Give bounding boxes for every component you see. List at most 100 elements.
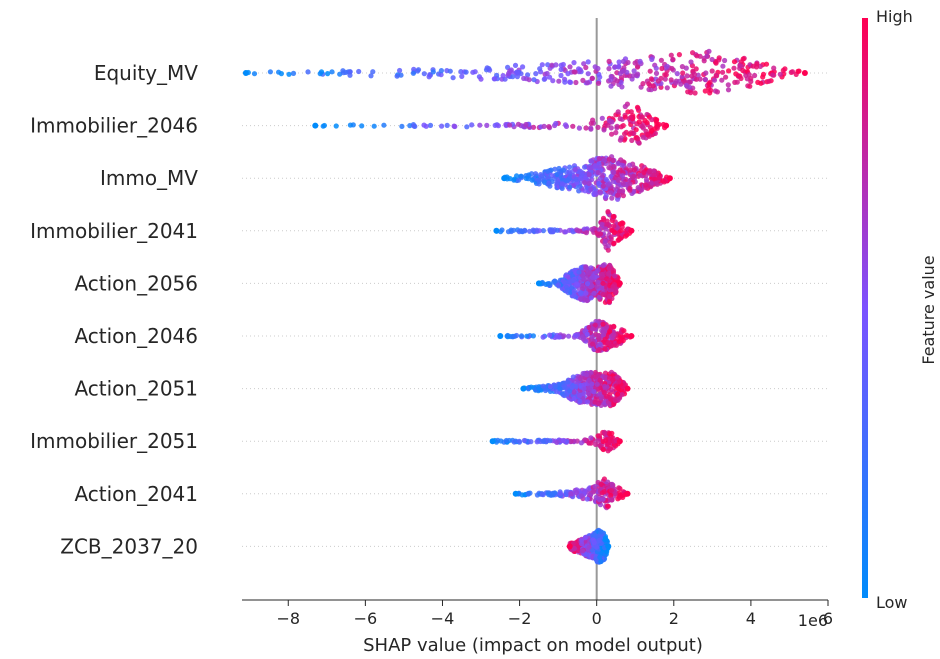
shap-point — [561, 279, 567, 285]
shap-point — [572, 383, 579, 389]
shap-point — [596, 156, 602, 162]
shap-point — [538, 172, 544, 178]
shap-point — [595, 80, 602, 86]
shap-point — [632, 60, 638, 66]
shap-point — [673, 80, 679, 86]
shap-point — [625, 59, 631, 66]
shap-point — [478, 76, 484, 82]
shap-point — [572, 166, 578, 173]
shap-point — [597, 74, 603, 80]
shap-point — [631, 188, 637, 194]
feature-label: Action_2056 — [74, 271, 198, 295]
shap-point — [610, 213, 617, 220]
shap-point — [347, 122, 353, 128]
shap-point — [618, 492, 624, 498]
shap-point — [683, 65, 689, 71]
shap-point — [588, 435, 594, 441]
shap-point — [583, 290, 589, 296]
shap-point — [609, 195, 615, 201]
shap-point — [600, 446, 607, 453]
shap-point — [544, 70, 550, 77]
shap-point — [584, 281, 591, 287]
shap-point — [620, 193, 627, 199]
shap-point — [653, 65, 659, 71]
shap-point — [542, 75, 548, 82]
shap-point — [612, 273, 618, 279]
shap-point — [320, 123, 326, 129]
shap-point — [611, 164, 617, 170]
shap-point — [566, 543, 573, 550]
shap-point — [576, 66, 582, 72]
shap-point — [554, 227, 561, 233]
shap-point — [278, 71, 284, 77]
shap-point — [537, 66, 543, 72]
shap-point — [601, 127, 607, 133]
shap-point — [722, 57, 728, 64]
shap-point — [586, 377, 592, 383]
shap-point — [619, 68, 625, 75]
shap-point — [592, 163, 598, 169]
shap-point — [450, 75, 456, 81]
shap-point — [571, 60, 577, 66]
shap-point — [658, 57, 665, 63]
shap-point — [740, 67, 746, 74]
shap-point — [521, 437, 528, 444]
shap-point — [649, 117, 655, 123]
shap-point — [609, 131, 615, 137]
shap-point — [608, 83, 614, 89]
shap-point — [598, 529, 604, 535]
shap-point — [407, 123, 413, 129]
shap-point — [394, 73, 400, 79]
shap-point — [606, 277, 613, 284]
shap-point — [592, 483, 598, 489]
shap-point — [573, 79, 579, 86]
shap-point — [579, 170, 585, 176]
x-tick-label: −4 — [431, 609, 455, 628]
shap-point — [588, 369, 594, 376]
shap-point — [588, 265, 594, 271]
shap-point — [594, 544, 600, 550]
shap-point — [582, 488, 588, 494]
shap-point — [562, 79, 568, 85]
shap-point — [610, 284, 616, 290]
x-tick-label: 4 — [746, 609, 756, 628]
shap-point — [635, 136, 641, 142]
shap-point — [439, 123, 445, 129]
shap-point — [577, 398, 583, 404]
shap-point — [559, 181, 565, 187]
shap-point — [484, 122, 490, 128]
shap-point — [666, 175, 673, 182]
shap-point — [602, 238, 608, 244]
shap-point — [596, 164, 603, 170]
shap-point — [577, 175, 584, 181]
shap-point — [510, 74, 516, 80]
colorbar-title: Feature value — [919, 255, 938, 364]
shap-point — [597, 497, 603, 503]
shap-point — [720, 63, 726, 69]
shap-point — [588, 295, 594, 301]
shap-point — [514, 173, 520, 179]
shap-point — [600, 291, 606, 298]
shap-point — [598, 481, 604, 487]
shap-point — [602, 430, 608, 436]
shap-point — [706, 81, 712, 87]
shap-point — [588, 165, 594, 171]
shap-point — [444, 122, 450, 128]
shap-point — [514, 70, 521, 76]
x-axis-scale-note: 1e6 — [798, 611, 828, 630]
shap-point — [547, 74, 553, 80]
shap-point — [592, 322, 598, 328]
shap-point — [629, 137, 635, 143]
shap-point — [601, 476, 608, 482]
feature-label: Action_2041 — [74, 482, 198, 506]
shap-point — [604, 549, 610, 555]
shap-point — [613, 130, 619, 136]
shap-point — [530, 124, 537, 130]
shap-point — [763, 61, 770, 67]
shap-point — [752, 72, 758, 79]
shap-point — [608, 190, 614, 196]
shap-point — [593, 441, 599, 447]
shap-point — [639, 114, 646, 120]
shap-point — [726, 68, 732, 74]
